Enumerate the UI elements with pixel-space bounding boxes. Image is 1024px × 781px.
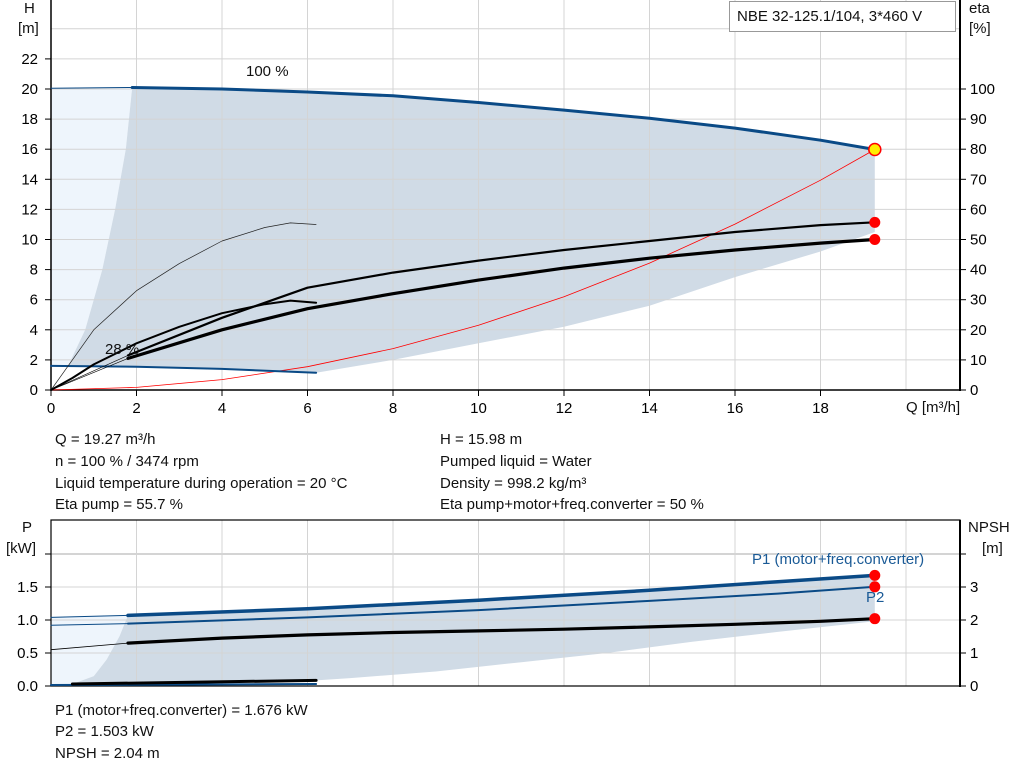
speed-100-label: 100 % xyxy=(246,63,289,80)
q-axis-label: Q [m³/h] xyxy=(906,399,961,416)
q-tick-label: 16 xyxy=(727,400,744,417)
h-tick-label: 2 xyxy=(30,352,38,369)
eta-tick-label: 80 xyxy=(970,141,987,158)
duty-point-marker xyxy=(868,142,882,157)
pump-title-box: NBE 32-125.1/104, 3*460 V xyxy=(729,1,956,32)
p2-curve xyxy=(127,585,876,625)
eta-tick-label: 100 xyxy=(970,81,995,98)
eta-tick-label: 10 xyxy=(970,352,987,369)
eta-tick-label: 50 xyxy=(970,232,987,249)
eta-total-duty-marker xyxy=(869,234,881,245)
eta-tick-label: 40 xyxy=(970,262,987,279)
eta-tick-label: 60 xyxy=(970,201,987,218)
q-tick-label: 18 xyxy=(812,400,829,417)
p1-curve xyxy=(126,573,877,618)
h-tick-label: 10 xyxy=(21,232,38,249)
q-tick-label: 2 xyxy=(132,400,140,417)
q-tick-label: 0 xyxy=(47,400,55,417)
q-tick-label: 12 xyxy=(556,400,573,417)
eta-axis-label: eta xyxy=(969,0,990,17)
h-tick-label: 14 xyxy=(21,171,38,188)
eta-tick-label: 20 xyxy=(970,322,987,339)
p-tick-label: 1.5 xyxy=(17,579,38,596)
npsh-curve-extension xyxy=(50,642,129,651)
eta-tick-label: 90 xyxy=(970,111,987,128)
p1-curve-28 xyxy=(70,678,318,686)
info-q: Q = 19.27 m³/h xyxy=(55,431,156,448)
head-curve-28 xyxy=(50,364,318,374)
eta-total-curve-100 xyxy=(126,237,877,360)
p2-curve-extension xyxy=(50,623,129,626)
info-p2: P2 = 1.503 kW xyxy=(55,723,154,740)
h-tick-label: 8 xyxy=(30,262,38,279)
info-density: Density = 998.2 kg/m³ xyxy=(440,475,587,492)
p2-series-label: P2 xyxy=(866,589,885,606)
h-tick-label: 12 xyxy=(21,201,38,218)
system-curve xyxy=(50,149,876,391)
h-tick-label: 16 xyxy=(21,141,38,158)
p-tick-label: 0.5 xyxy=(17,645,38,662)
eta-tick-label: 0 xyxy=(970,382,978,399)
h-tick-label: 22 xyxy=(21,51,38,68)
h-tick-label: 18 xyxy=(21,111,38,128)
h-tick-label: 6 xyxy=(30,292,38,309)
eta-total-curve-extension xyxy=(50,358,129,391)
npsh-axis-label: NPSH xyxy=(968,519,1010,536)
npsh-tick-label: 3 xyxy=(970,579,978,596)
eta-pump-duty-marker xyxy=(869,216,881,228)
npsh-duty-marker xyxy=(869,613,881,625)
eta-curve-28-thin xyxy=(50,222,317,391)
info-liquid: Pumped liquid = Water xyxy=(440,453,592,470)
q-tick-label: 8 xyxy=(389,400,397,417)
p1-curve-extension xyxy=(50,614,129,618)
h-axis-unit: [m] xyxy=(18,20,39,37)
npsh-curve xyxy=(126,617,877,645)
info-eta-total: Eta pump+motor+freq.converter = 50 % xyxy=(440,496,704,513)
info-temperature: Liquid temperature during operation = 20… xyxy=(55,475,348,492)
eta-axis-unit: [%] xyxy=(969,20,991,37)
info-npsh: NPSH = 2.04 m xyxy=(55,745,160,762)
h-tick-label: 20 xyxy=(21,81,38,98)
power-extrapolated-area xyxy=(51,615,128,686)
npsh-axis-unit: [m] xyxy=(982,540,1003,557)
p1-duty-marker xyxy=(869,569,881,581)
p-tick-label: 1.0 xyxy=(17,612,38,629)
head-curve-100-extension xyxy=(50,87,133,89)
p-axis-unit: [kW] xyxy=(6,540,36,557)
npsh-tick-label: 1 xyxy=(970,645,978,662)
q-tick-label: 10 xyxy=(470,400,487,417)
eta-pump-curve-100 xyxy=(126,221,876,357)
h-tick-label: 4 xyxy=(30,322,38,339)
pump-title: NBE 32-125.1/104, 3*460 V xyxy=(737,8,923,25)
info-p1: P1 (motor+freq.converter) = 1.676 kW xyxy=(55,702,308,719)
npsh-tick-label: 0 xyxy=(970,678,978,695)
q-tick-label: 14 xyxy=(641,400,658,417)
p2-duty-marker xyxy=(869,581,881,593)
eta-tick-label: 30 xyxy=(970,292,987,309)
speed-28-label: 28 % xyxy=(105,341,140,358)
info-speed: n = 100 % / 3474 rpm xyxy=(55,453,199,470)
info-eta-pump: Eta pump = 55.7 % xyxy=(55,496,183,513)
h-axis-label: H xyxy=(24,0,35,17)
q-tick-label: 4 xyxy=(218,400,226,417)
eta-tick-label: 70 xyxy=(970,171,987,188)
p-axis-label: P xyxy=(22,519,33,536)
q-tick-label: 6 xyxy=(303,400,311,417)
npsh-tick-label: 2 xyxy=(970,612,978,629)
h-tick-label: 0 xyxy=(30,382,38,399)
eta-pump-curve-28 xyxy=(50,299,318,391)
head-curve-100 xyxy=(130,86,877,151)
p1-series-label: P1 (motor+freq.converter) xyxy=(752,551,925,568)
eta-pump-curve-extension xyxy=(50,355,129,391)
extrapolated-area xyxy=(51,87,133,366)
p-tick-label: 0.0 xyxy=(17,678,38,695)
info-head: H = 15.98 m xyxy=(440,431,523,448)
